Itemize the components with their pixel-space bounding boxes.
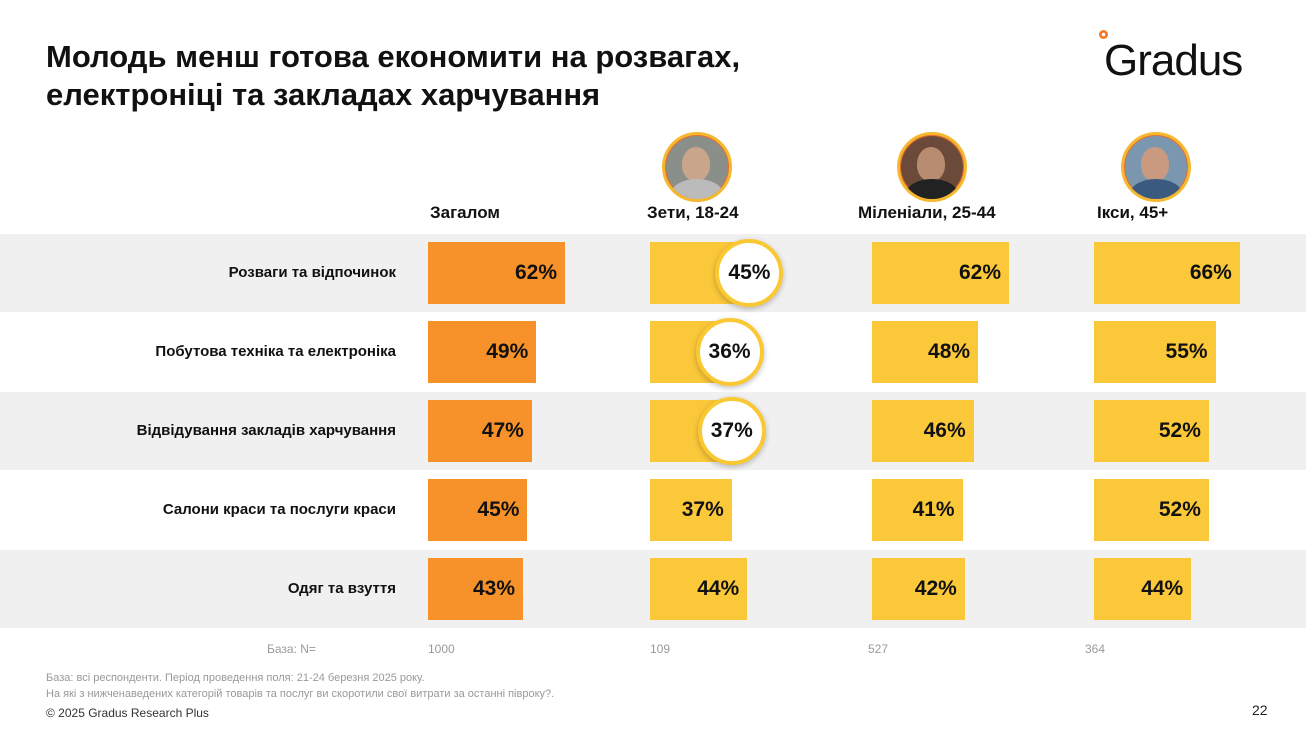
bar: 45% xyxy=(428,479,528,541)
bar: 66% xyxy=(1094,242,1240,304)
bar: 55% xyxy=(1094,321,1216,383)
bar: 62% xyxy=(428,242,566,304)
category-label: Одяг та взуття xyxy=(287,580,396,597)
page-number: 22 xyxy=(1252,702,1268,718)
value-label: 52% xyxy=(1158,498,1201,521)
bar: 37% xyxy=(650,479,732,541)
value-label: 44% xyxy=(697,577,740,600)
value-label: 43% xyxy=(472,577,516,600)
avatar-gen-z xyxy=(662,132,732,202)
bar: 44% xyxy=(650,558,748,620)
bar: 41% xyxy=(872,479,963,541)
value-label: 49% xyxy=(486,340,529,363)
value-label: 46% xyxy=(923,419,966,442)
base-n-overall: 1000 xyxy=(428,642,455,656)
value-label: 44% xyxy=(1141,577,1184,600)
bar: 49% xyxy=(428,321,537,383)
value-label: 41% xyxy=(912,498,955,521)
value-label: 62% xyxy=(958,261,1002,284)
base-n-gen-x: 364 xyxy=(1085,642,1106,656)
page-title: Молодь менш готова економити на розвагах… xyxy=(46,38,740,114)
footnote-question: На які з нижченаведених категорій товарі… xyxy=(46,688,555,700)
value-label: 37% xyxy=(681,498,724,521)
highlight-value-label: 45% xyxy=(715,239,784,307)
copyright: © 2025 Gradus Research Plus xyxy=(46,706,209,720)
logo-dot-icon xyxy=(1099,30,1108,39)
highlight-value-label: 36% xyxy=(695,318,764,386)
bar: 47% xyxy=(428,400,532,462)
category-label: Салони краси та послуги краси xyxy=(162,501,396,518)
bar: 42% xyxy=(872,558,965,620)
column-header: Загалом xyxy=(430,203,500,222)
value-label: 48% xyxy=(928,340,971,363)
value-label: 42% xyxy=(914,577,957,600)
value-label: 55% xyxy=(1165,340,1208,363)
category-label: Відвідування закладів харчування xyxy=(136,422,396,439)
value-label: 45% xyxy=(477,498,520,521)
value-label: 47% xyxy=(481,419,524,442)
title-line-2: електроніці та закладах харчування xyxy=(46,77,601,112)
category-label: Розваги та відпочинок xyxy=(228,264,396,281)
base-label: База: N= xyxy=(267,642,316,656)
bar: 62% xyxy=(872,242,1010,304)
gradus-logo: Gradus xyxy=(1104,36,1243,85)
bar: 52% xyxy=(1094,479,1209,541)
category-label: Побутова техніка та електроніка xyxy=(155,343,396,360)
value-label: 66% xyxy=(1189,261,1232,284)
base-n-gen-z: 109 xyxy=(650,642,671,656)
footnote-base: База: всі респонденти. Період проведення… xyxy=(46,672,425,684)
column-header: Міленіали, 25-44 xyxy=(858,203,996,222)
value-label: 52% xyxy=(1158,419,1201,442)
highlight-value-label: 37% xyxy=(697,397,766,465)
base-n-millennial: 527 xyxy=(868,642,889,656)
bar: 44% xyxy=(1094,558,1192,620)
avatar-millennial xyxy=(897,132,967,202)
avatar-gen-x xyxy=(1121,132,1191,202)
bar: 43% xyxy=(428,558,524,620)
column-header: Зети, 18-24 xyxy=(647,203,739,222)
value-label: 62% xyxy=(514,261,558,284)
column-header: Ікси, 45+ xyxy=(1097,203,1169,222)
bar: 52% xyxy=(1094,400,1209,462)
bar: 46% xyxy=(872,400,974,462)
title-line-1: Молодь менш готова економити на розвагах… xyxy=(46,39,741,74)
bar: 48% xyxy=(872,321,979,383)
